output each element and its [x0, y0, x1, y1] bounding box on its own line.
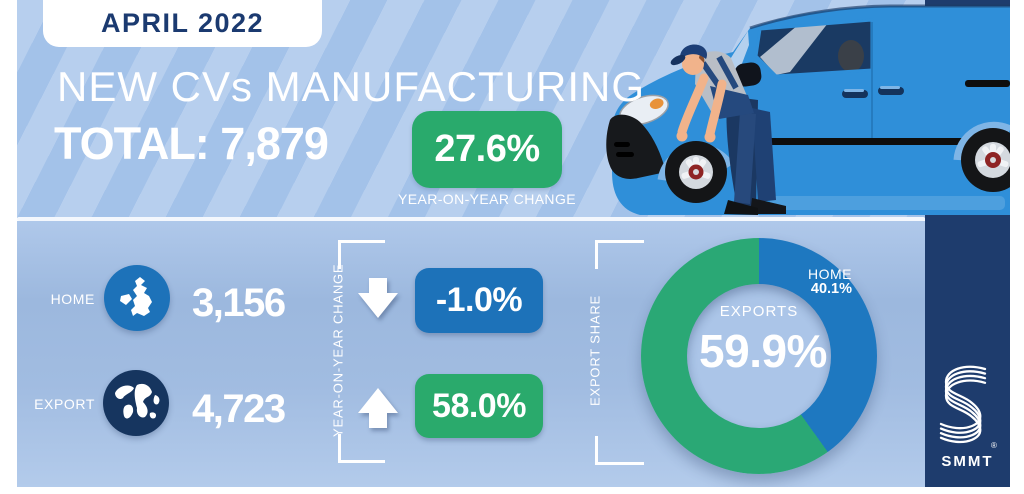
yoy-bracket-label: YEAR-ON-YEAR CHANGE — [330, 263, 346, 437]
export-change-value: 58.0% — [432, 386, 526, 425]
export-value: 4,723 — [192, 387, 286, 431]
total-figure: TOTAL: 7,879 — [54, 118, 329, 169]
front-wheel — [665, 141, 727, 203]
yoy-bracket-bottom — [338, 434, 385, 463]
mechanic-figure — [670, 44, 786, 215]
share-bracket-top — [595, 240, 644, 269]
uk-map-icon — [104, 265, 170, 331]
left-margin — [0, 0, 17, 494]
up-arrow-icon — [358, 388, 398, 428]
donut-center-label: EXPORTS — [719, 303, 799, 320]
yoy-bracket-top — [338, 240, 385, 269]
page-title: NEW CVs MANUFACTURING — [57, 63, 645, 110]
donut-home-value: 40.1% — [810, 281, 852, 298]
globe-icon — [103, 370, 169, 436]
down-arrow-icon — [358, 278, 398, 318]
home-value: 3,156 — [192, 281, 286, 325]
month-badge-label: APRIL 2022 — [100, 8, 265, 38]
smmt-logo-icon — [939, 365, 987, 444]
total-yoy-change-box: 27.6% — [412, 111, 562, 188]
share-bracket-label: EXPORT SHARE — [587, 295, 603, 407]
right-margin — [1010, 0, 1024, 494]
total-yoy-change-value: 27.6% — [434, 128, 540, 170]
export-row-label: EXPORT — [34, 396, 95, 412]
bottom-margin — [0, 487, 1024, 494]
export-share-donut-chart — [641, 238, 877, 474]
donut-center-value: 59.9% — [699, 325, 827, 377]
donut-home-label: HOME — [808, 266, 852, 282]
rear-wheel — [961, 128, 1010, 192]
home-change-value: -1.0% — [435, 281, 523, 319]
donut-hole — [687, 284, 831, 428]
donut-home-slice-label: HOME 40.1% — [788, 266, 852, 298]
share-bracket-bottom — [595, 436, 644, 465]
van-and-mechanic-illustration — [606, 4, 1010, 215]
section-divider-line — [17, 217, 925, 221]
month-badge: APRIL 2022 — [43, 0, 322, 47]
registered-trademark: ® — [991, 441, 997, 450]
home-row-label: HOME — [50, 291, 95, 307]
total-yoy-change-caption: YEAR-ON-YEAR CHANGE — [398, 191, 576, 207]
export-change-box: 58.0% — [415, 374, 543, 438]
home-change-box: -1.0% — [415, 268, 543, 333]
smmt-logo-text: SMMT — [941, 453, 994, 470]
